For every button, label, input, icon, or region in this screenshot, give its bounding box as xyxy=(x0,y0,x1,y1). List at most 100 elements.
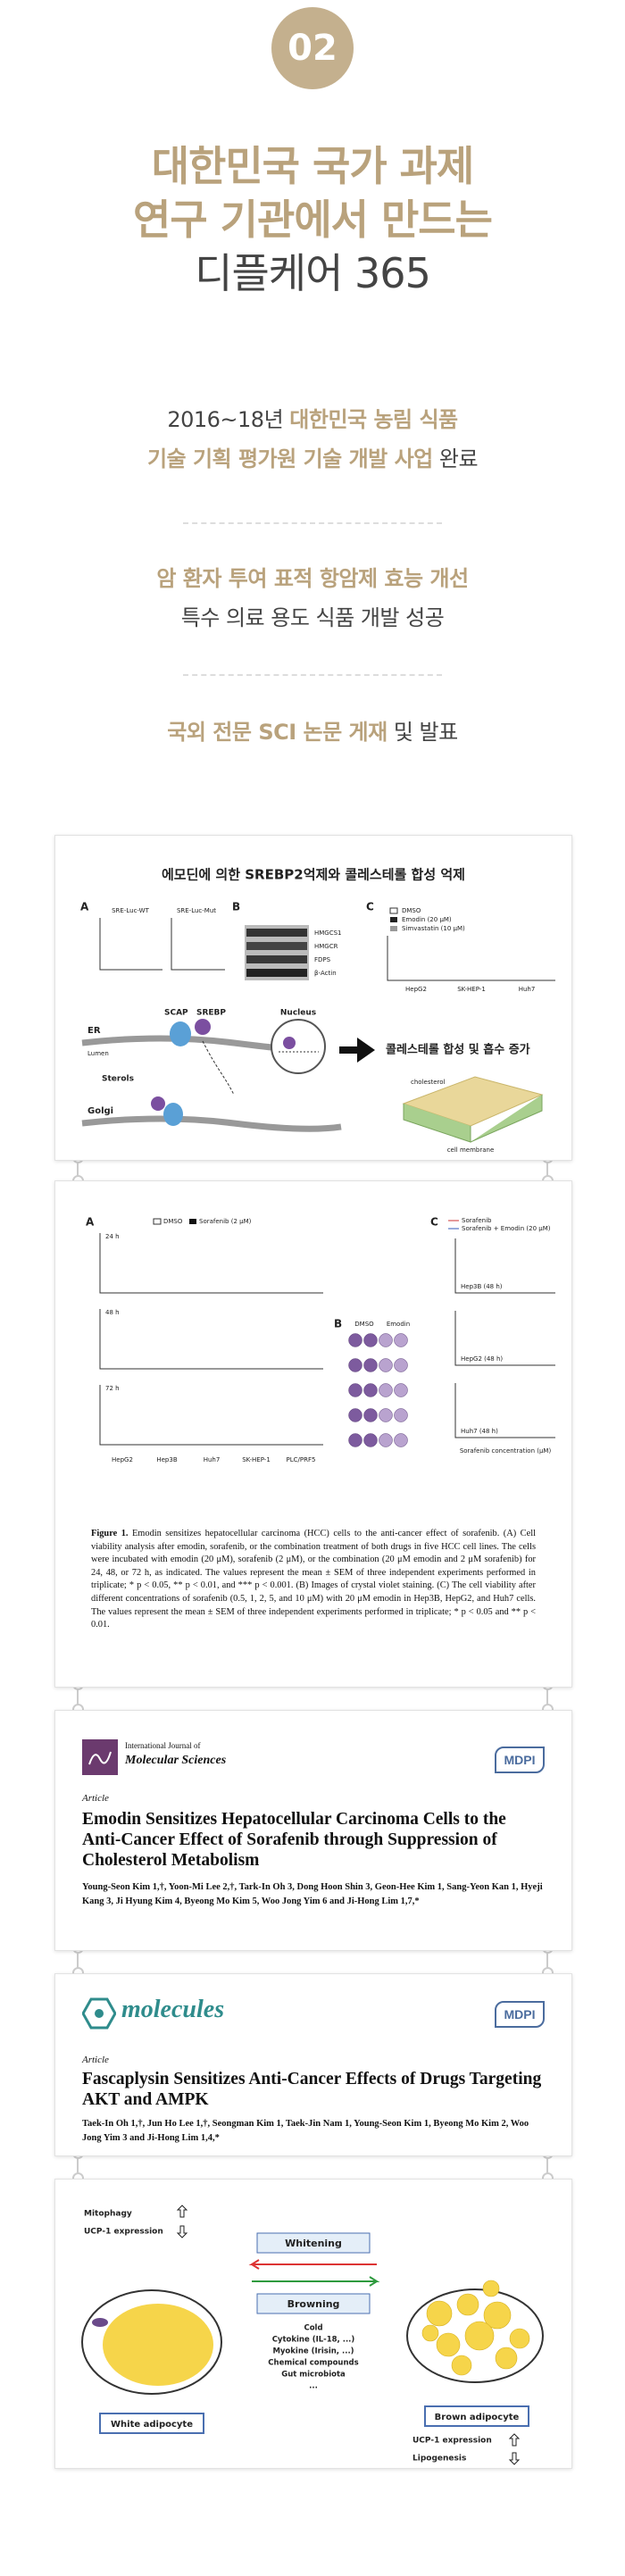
well xyxy=(348,1433,362,1447)
well xyxy=(348,1408,362,1422)
paper-card: molecules MDPI Article Fascaplysin Sensi… xyxy=(54,1973,572,2156)
panel-label: C xyxy=(430,1216,438,1229)
well xyxy=(363,1383,378,1397)
paper-title: Emodin Sensitizes Hepatocellular Carcino… xyxy=(82,1810,506,1870)
droplet xyxy=(426,2300,453,2327)
achievement-text: 대한민국 농림 식품 xyxy=(289,407,458,432)
x-axis-title: Sorafenib concentration (μM) xyxy=(460,1447,552,1455)
x-label: Hep3B xyxy=(156,1456,177,1463)
effect-label: UCP-1 expression xyxy=(412,2437,492,2446)
updown-arrows xyxy=(508,2433,521,2465)
caption-text: Emodin sensitizes hepatocellular carcino… xyxy=(91,1529,536,1630)
plot-frame xyxy=(99,1233,323,1446)
protein xyxy=(151,1096,165,1111)
label-box xyxy=(99,2413,204,2434)
figure-title: 에모딘에 의한 SREBP2억제와 콜레스테롤 합성 억제 xyxy=(162,867,465,883)
effect-label: Mitophagy xyxy=(84,2210,132,2219)
paper-authors: Taek-In Oh 1,†, Jun Ho Lee 1,†, Seongman… xyxy=(82,2119,529,2143)
diagram-label: ER xyxy=(88,1026,101,1036)
x-label: SK-HEP-1 xyxy=(242,1456,271,1463)
droplet xyxy=(436,2332,461,2357)
article-type: Article xyxy=(82,1793,109,1804)
legend-swatch xyxy=(189,1219,196,1224)
figure-sorafenib: A DMSO Sorafenib (2 μM) 24 h 48 h 72 h H… xyxy=(86,1216,555,1463)
achievement-text: 국외 전문 SCI 논문 게재 xyxy=(167,720,388,745)
publisher-logo: MDPI xyxy=(495,1747,545,1773)
figure-adipocyte: Mitophagy UCP-1 expression White adipocy… xyxy=(81,2205,544,2465)
achievement-line: 국외 전문 SCI 논문 게재 및 발표 xyxy=(0,713,625,752)
process-label: Whitening xyxy=(285,2238,342,2249)
well xyxy=(379,1408,393,1422)
lipid-droplets xyxy=(421,2280,530,2376)
well xyxy=(379,1358,393,1372)
droplet xyxy=(421,2324,439,2342)
legend-swatch xyxy=(389,907,398,914)
plot-label: Huh7 (48 h) xyxy=(461,1428,498,1435)
x-label: Huh7 xyxy=(204,1456,221,1463)
well xyxy=(363,1358,378,1372)
journal-logo xyxy=(82,1997,116,2030)
label-box xyxy=(256,2293,371,2314)
well xyxy=(348,1383,362,1397)
achievement-line: 기술 기획 평가원 기술 개발 사업 완료 xyxy=(0,439,625,479)
journal-name: Molecular Sciences xyxy=(125,1754,227,1767)
plot-label: SRE-Luc-Mut xyxy=(177,907,216,914)
plot-label: 72 h xyxy=(105,1385,120,1392)
achievement-line: 암 환자 투여 표적 항암제 효능 개선 xyxy=(0,559,625,598)
lipid-droplet xyxy=(103,2304,213,2386)
blot-band xyxy=(246,942,307,950)
inducer-label: ... xyxy=(309,2382,318,2391)
plot-label: Hep3B (48 h) xyxy=(461,1283,503,1290)
legend-swatch xyxy=(390,917,397,922)
achievement-text: 기술 기획 평가원 기술 개발 사업 xyxy=(146,446,433,471)
connector xyxy=(77,2155,79,2179)
well xyxy=(348,1358,362,1372)
inducer-label: Myokine (Irisin, ...) xyxy=(272,2347,354,2356)
headline-text: 연구 기관에서 만드는 xyxy=(133,196,493,244)
process-label: Browning xyxy=(288,2298,340,2310)
plot-frame xyxy=(454,1238,555,1438)
achievement-text: 2016~18년 xyxy=(167,407,290,432)
well xyxy=(394,1358,408,1372)
plot-label: DMSO xyxy=(354,1321,374,1328)
plot-frame xyxy=(99,918,225,971)
x-label: SK-HEP-1 xyxy=(457,986,486,993)
legend-label: Sorafenib xyxy=(462,1217,492,1224)
figure-caption: Figure 1. Emodin sensitizes hepatocellul… xyxy=(91,1528,536,1632)
achievement-text: 암 환자 투여 표적 항암제 효능 개선 xyxy=(156,566,469,591)
connector xyxy=(546,1949,548,1973)
big-arrow xyxy=(339,1038,375,1063)
panel-label: A xyxy=(86,1216,95,1229)
inducer-label: Cold xyxy=(304,2324,322,2333)
well xyxy=(379,1433,393,1447)
arrow-right xyxy=(252,2276,380,2287)
legend-label: DMSO xyxy=(163,1218,183,1225)
figure-card: Mitophagy UCP-1 expression White adipocy… xyxy=(54,2179,572,2469)
flow-arrow xyxy=(202,1040,235,1096)
connector xyxy=(546,2155,548,2179)
connector xyxy=(546,1159,548,1180)
journal-name-prefix: International Journal of xyxy=(125,1741,201,1750)
x-label: Huh7 xyxy=(519,986,536,993)
panel-label: B xyxy=(232,901,240,913)
well xyxy=(394,1333,408,1347)
paper-title: Fascaplysin Sensitizes Anti-Cancer Effec… xyxy=(82,2070,542,2109)
updown-arrows xyxy=(176,2205,188,2238)
caption-label: Figure 1. xyxy=(91,1529,129,1538)
blot-band xyxy=(246,969,307,977)
section-badge: 02 xyxy=(271,7,354,89)
nucleus xyxy=(271,1019,326,1074)
label-box xyxy=(256,2232,371,2254)
protein xyxy=(195,1019,211,1035)
x-label: HepG2 xyxy=(405,986,427,993)
cell-label: Brown adipocyte xyxy=(435,2413,520,2422)
plot-label: Emodin xyxy=(387,1321,410,1328)
well xyxy=(379,1333,393,1347)
diagram-label: Sterols xyxy=(102,1075,134,1084)
diagram-label: cholesterol xyxy=(411,1079,446,1086)
x-label: PLC/PRF5 xyxy=(287,1456,316,1463)
legend-label: Simvastatin (10 μM) xyxy=(402,925,465,932)
achievement-text: 특수 의료 용도 식품 개발 성공 xyxy=(180,605,445,630)
